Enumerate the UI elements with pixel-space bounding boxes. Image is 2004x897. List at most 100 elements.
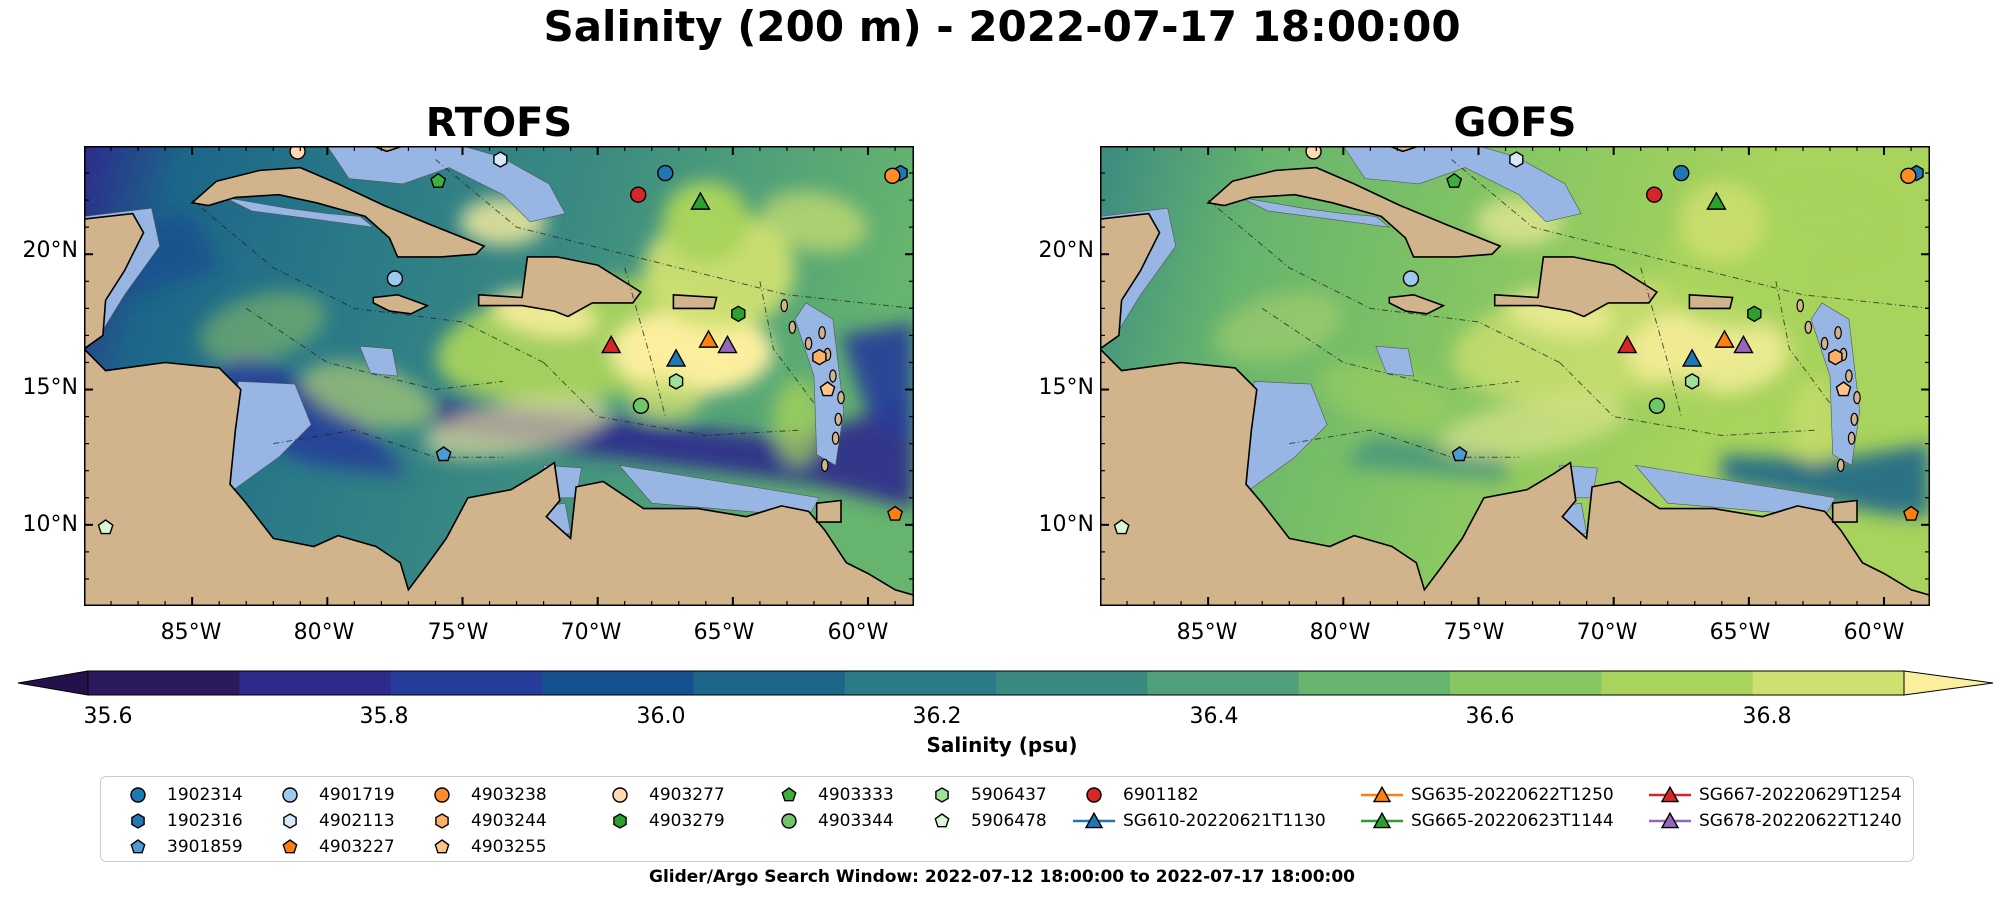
platform-marker-5906437[interactable] — [1684, 373, 1700, 390]
colorbar-graphic — [17, 670, 1994, 696]
rtofs-map[interactable] — [84, 146, 914, 606]
maritime-boundary — [624, 267, 666, 417]
legend-swatch-icon — [934, 813, 950, 828]
legend-swatch-icon — [612, 787, 628, 803]
map-frame — [84, 146, 914, 606]
platform-marker-sg667-20220629t1254[interactable] — [601, 334, 622, 354]
maritime-boundary — [1261, 307, 1520, 391]
platform-marker-4903227[interactable] — [1903, 505, 1920, 521]
platform-marker-sg665-20220623t1144[interactable] — [1706, 191, 1727, 210]
rtofs-lon-tick-65w: 65°W — [693, 620, 755, 645]
legend-swatch-icon — [130, 787, 146, 803]
platform-marker-4902113[interactable] — [493, 151, 508, 168]
island-lesser-antilles — [818, 326, 826, 340]
platform-marker-3901859[interactable] — [435, 446, 452, 462]
gofs-lon-tick-60w: 60°W — [1843, 620, 1905, 645]
legend-swatch-icon — [1361, 811, 1403, 829]
platform-marker-4903333[interactable] — [1446, 172, 1463, 188]
platform-marker-4903227[interactable] — [887, 505, 904, 521]
legend-swatch-icon — [434, 787, 450, 803]
legend-swatch-icon — [1649, 785, 1691, 803]
island-lesser-antilles — [1834, 326, 1842, 340]
platform-marker-4903277[interactable] — [1305, 146, 1322, 160]
maritime-boundary — [1775, 281, 1831, 404]
low-salinity-band — [1721, 443, 1930, 517]
platform-marker-4903238[interactable] — [1900, 167, 1917, 184]
island-lesser-antilles — [829, 369, 837, 383]
platform-marker-3901859[interactable] — [1451, 446, 1468, 462]
maritime-boundary — [1451, 159, 1930, 309]
high-salinity-eddy — [1215, 291, 1342, 363]
high-salinity-eddy — [302, 361, 434, 429]
land-yucatan — [1100, 146, 1161, 350]
map-frame — [1100, 146, 1930, 606]
platform-marker-4903244[interactable] — [812, 348, 827, 366]
platform-marker-4903344[interactable] — [1648, 397, 1666, 414]
platform-marker-sg635-20220622t1250[interactable] — [698, 329, 719, 348]
platform-marker-4903255[interactable] — [1835, 381, 1852, 397]
platform-marker-sg610-20220621t1130[interactable] — [1681, 348, 1703, 367]
land-puerto-rico — [672, 293, 718, 310]
platform-marker-sg610-20220621t1130[interactable] — [665, 348, 687, 367]
land-hispaniola — [1493, 256, 1659, 318]
maritime-boundary — [1640, 267, 1682, 417]
platform-marker-4901719[interactable] — [1402, 270, 1420, 287]
low-salinity-band — [841, 321, 914, 444]
legend-swatch-icon — [1073, 811, 1115, 829]
shelf-bahamas-north — [326, 146, 566, 223]
legend-swatch-icon — [283, 813, 297, 829]
colorbar-segment — [693, 671, 846, 695]
land-trinidad — [815, 499, 842, 523]
platform-marker-4902113[interactable] — [1509, 151, 1524, 168]
platform-marker-sg667-20220629t1254[interactable] — [1617, 334, 1638, 354]
platform-marker-sg665-20220623t1144[interactable] — [690, 191, 711, 210]
platform-marker-4903277[interactable] — [289, 146, 306, 160]
legend-swatch-icon — [130, 839, 146, 854]
platform-marker-5906478[interactable] — [97, 519, 114, 535]
platform-marker-sg678-20220622t1240[interactable] — [717, 334, 738, 354]
rtofs-lon-tick-85w: 85°W — [160, 620, 222, 645]
platform-marker-6901182[interactable] — [1646, 186, 1663, 203]
maritime-boundary — [191, 199, 544, 363]
low-salinity-band — [1343, 435, 1506, 482]
colorbar-extend-high — [1903, 670, 1994, 696]
colorbar-tick-36-2: 36.2 — [912, 704, 962, 729]
platform-marker-sg678-20220622t1240[interactable] — [1733, 334, 1754, 354]
platform-marker-4901719[interactable] — [386, 270, 404, 287]
platform-marker-1902314[interactable] — [657, 164, 674, 182]
platform-marker-4903238[interactable] — [884, 167, 901, 184]
platform-marker-4903279[interactable] — [1747, 305, 1762, 323]
high-salinity-eddy — [773, 378, 823, 466]
gofs-map[interactable] — [1100, 146, 1930, 606]
colorbar-tick-36-0: 36.0 — [636, 704, 686, 729]
platform-marker-4903344[interactable] — [632, 397, 650, 414]
island-lesser-antilles — [1850, 412, 1859, 426]
platform-marker-1902314[interactable] — [1673, 164, 1690, 182]
colorbar-label: Salinity (psu) — [926, 733, 1078, 757]
platform-marker-4903255[interactable] — [819, 381, 836, 397]
gofs-lon-tick-65w: 65°W — [1709, 620, 1771, 645]
platform-marker-4903244[interactable] — [1828, 348, 1843, 366]
rtofs-lon-tick-60w: 60°W — [827, 620, 889, 645]
shelf-cuba-south — [224, 197, 375, 228]
platform-marker-sg635-20220622t1250[interactable] — [1714, 329, 1735, 348]
high-salinity-eddy — [1678, 181, 1766, 263]
platform-marker-4903333[interactable] — [430, 172, 447, 188]
rtofs-lon-tick-75w: 75°W — [427, 620, 489, 645]
search-window-note: Glider/Argo Search Window: 2022-07-12 18… — [649, 867, 1355, 887]
land-central-america — [1100, 146, 1930, 606]
legend-swatch-icon — [282, 787, 298, 803]
colorbar-segment — [1147, 671, 1300, 695]
platform-marker-4903279[interactable] — [731, 305, 746, 323]
colorbar-tick-35-6: 35.6 — [83, 704, 133, 729]
platform-marker-5906437[interactable] — [668, 373, 684, 390]
land-jamaica — [1388, 293, 1446, 315]
island-lesser-antilles — [820, 458, 829, 472]
colorbar-segment — [88, 671, 240, 695]
colorbar-extend-low — [17, 670, 89, 696]
island-lesser-antilles — [1847, 431, 1856, 445]
platform-marker-6901182[interactable] — [630, 186, 647, 203]
platform-marker-5906478[interactable] — [1113, 519, 1130, 535]
maritime-boundary — [435, 159, 914, 309]
land-puerto-rico — [1688, 293, 1734, 310]
